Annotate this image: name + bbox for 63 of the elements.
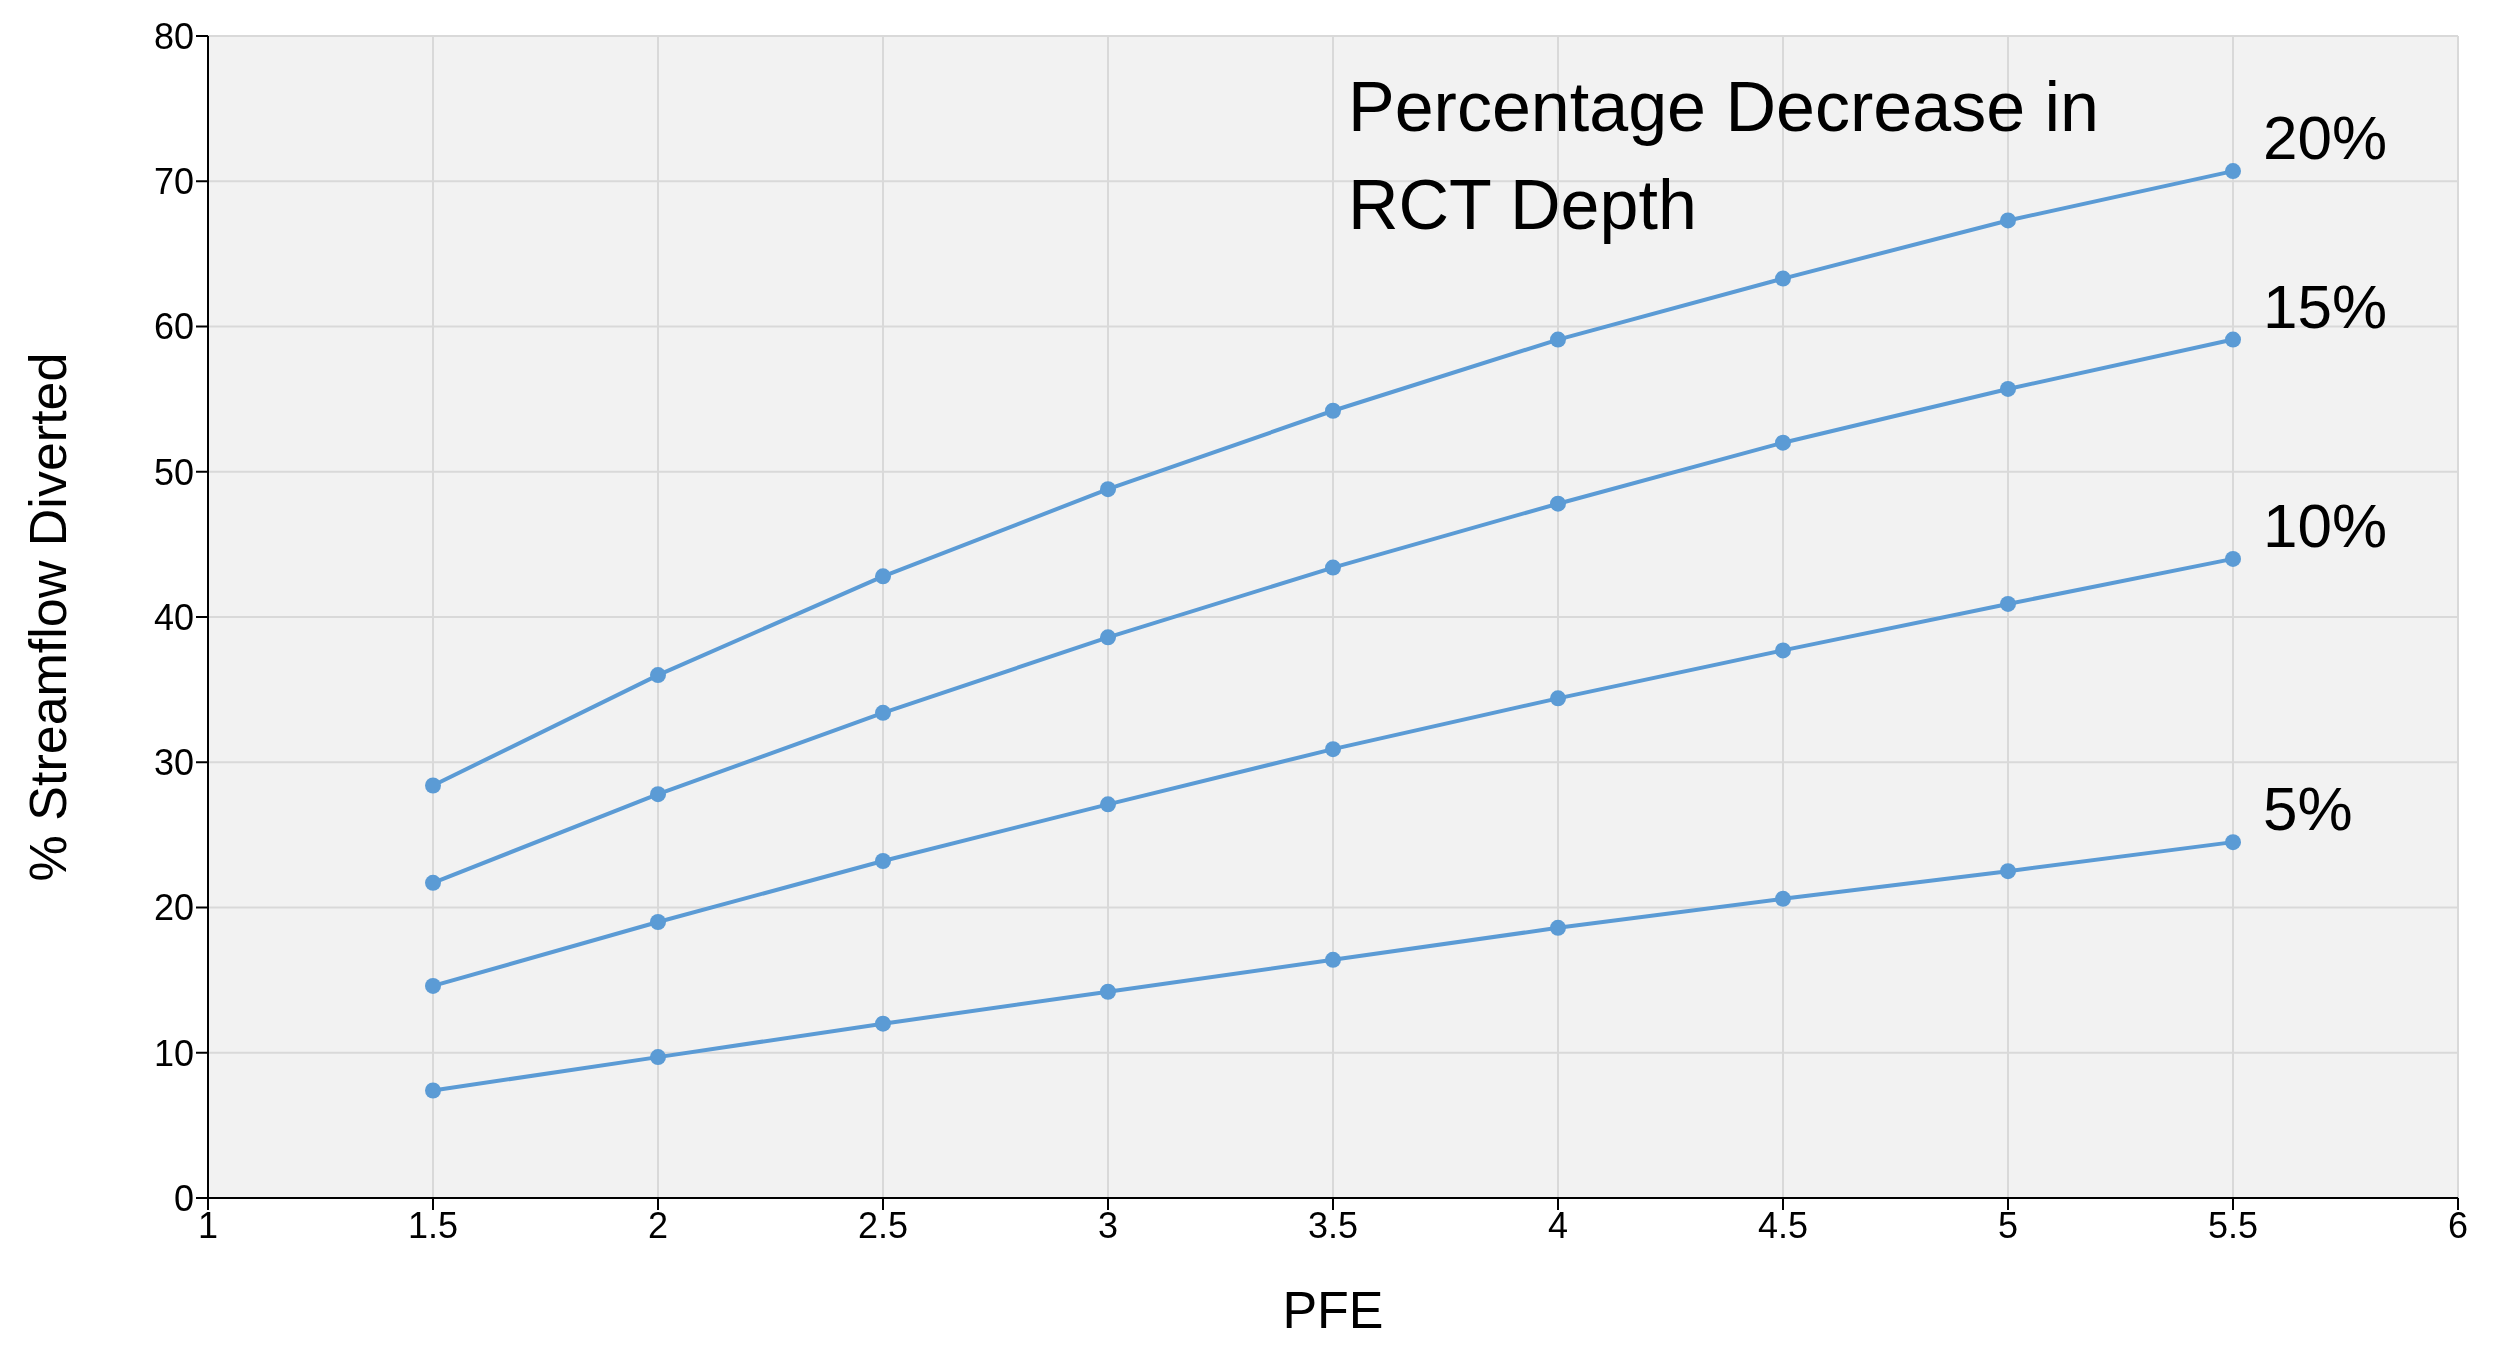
y-tick-label: 70	[153, 161, 194, 203]
point	[1325, 402, 1341, 419]
y-tick-label: 60	[153, 306, 194, 348]
point	[650, 1049, 666, 1066]
y-tick-label: 40	[153, 596, 194, 638]
series-label: 15%	[2263, 271, 2388, 341]
x-tick-label: 1	[197, 1204, 219, 1246]
point	[1775, 642, 1791, 659]
series-label: 10%	[2263, 490, 2388, 560]
point	[1325, 741, 1341, 758]
point	[425, 1082, 441, 1099]
x-tick-label: 4	[1547, 1204, 1569, 1246]
point	[1550, 331, 1566, 348]
x-tick-label: 2	[647, 1204, 669, 1246]
point	[1100, 481, 1116, 498]
x-tick-label: 2.5	[857, 1204, 909, 1246]
point	[2000, 212, 2016, 229]
point	[650, 667, 666, 684]
point	[425, 874, 441, 891]
point	[1100, 629, 1116, 646]
x-tick-label: 3.5	[1307, 1204, 1359, 1246]
y-axis-title: % Streamflow Diverted	[19, 352, 78, 882]
x-tick-label: 4.5	[1757, 1204, 1809, 1246]
point	[875, 853, 891, 870]
point	[2000, 595, 2016, 612]
point	[1775, 434, 1791, 451]
point	[1325, 559, 1341, 576]
y-tick-label: 50	[153, 451, 194, 493]
point	[1100, 983, 1116, 1000]
point	[875, 1015, 891, 1032]
point	[1550, 690, 1566, 707]
series-label: 20%	[2263, 103, 2388, 173]
point	[2000, 380, 2016, 397]
point	[425, 977, 441, 994]
x-tick-label: 3	[1097, 1204, 1119, 1246]
point	[1325, 951, 1341, 968]
point	[2000, 863, 2016, 880]
point	[1775, 270, 1791, 287]
x-tick-label: 1.5	[407, 1204, 459, 1246]
y-tick-label: 10	[153, 1032, 194, 1074]
point	[875, 568, 891, 585]
point	[1550, 495, 1566, 512]
point	[875, 704, 891, 721]
point	[1100, 796, 1116, 813]
point	[2225, 550, 2241, 567]
point	[2225, 163, 2241, 180]
y-tick-label: 20	[153, 887, 194, 929]
point	[425, 777, 441, 794]
x-axis-title: PFE	[1282, 1281, 1384, 1339]
point	[1550, 919, 1566, 936]
x-tick-label: 5	[1997, 1204, 2019, 1246]
point	[1775, 890, 1791, 907]
legend-title: Percentage Decrease in RCT Depth	[1348, 67, 2100, 246]
series-label: 5%	[2263, 774, 2353, 844]
y-tick-label: 0	[173, 1177, 194, 1219]
point	[2225, 834, 2241, 851]
point	[650, 786, 666, 803]
x-tick-label: 6	[2447, 1204, 2469, 1246]
y-tick-label: 80	[153, 15, 194, 57]
point	[650, 914, 666, 931]
x-tick-label: 5.5	[2207, 1204, 2259, 1246]
point	[2225, 331, 2241, 348]
y-tick-label: 30	[153, 742, 194, 784]
